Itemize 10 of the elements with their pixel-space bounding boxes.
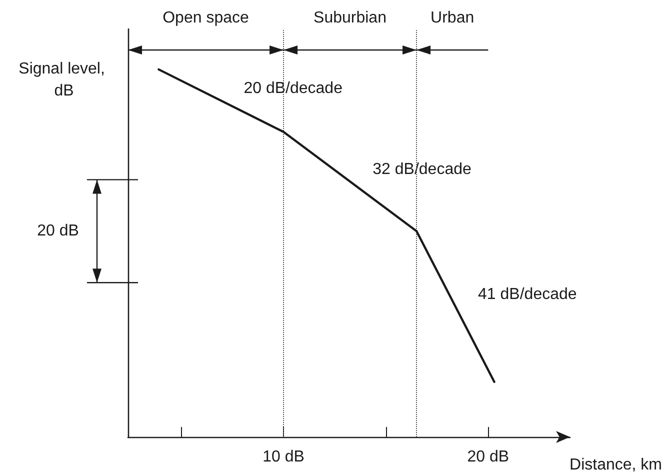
text: 20 dB bbox=[37, 222, 79, 240]
y-axis-title: Signal level, dB bbox=[18, 60, 110, 100]
x-axis-title: Distance, km bbox=[570, 456, 662, 473]
annotation: 41 dB/decade bbox=[478, 286, 577, 304]
text: Open space bbox=[162, 10, 249, 26]
text: Suburbian bbox=[314, 10, 386, 26]
annotation: 20 dB/decade bbox=[244, 80, 343, 98]
text: Urban bbox=[430, 10, 474, 26]
annotation: 32 dB/decade bbox=[372, 161, 472, 178]
x-tick-label: 10 dB bbox=[262, 448, 304, 466]
